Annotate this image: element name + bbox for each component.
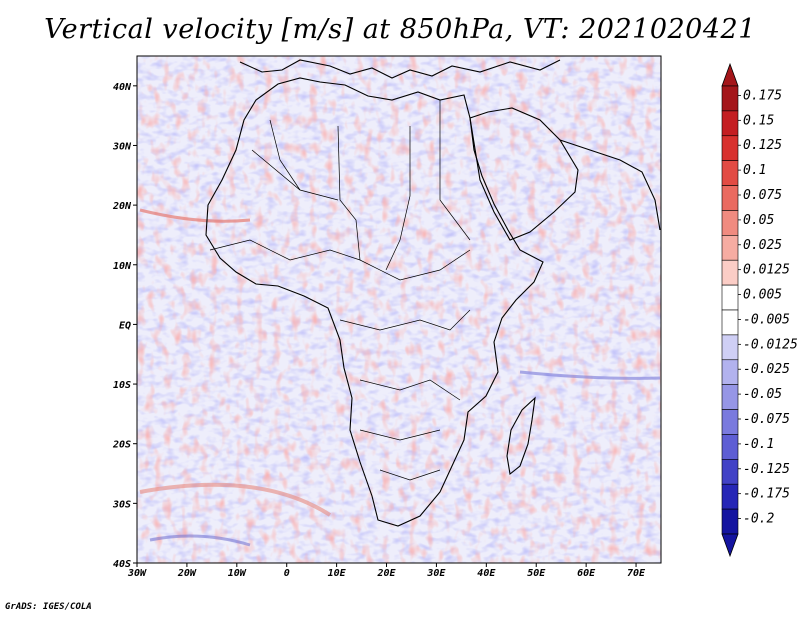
colorbar-label: 0.005 <box>743 288 782 303</box>
ascent-field <box>137 56 661 563</box>
grads-credit: GrADS: IGES/COLA <box>5 602 92 612</box>
x-tick-label: 30W <box>127 568 147 579</box>
africa-coastline <box>205 77 544 527</box>
colorbar-label: 0.05 <box>743 213 774 228</box>
colorbar-top-arrow <box>721 62 739 87</box>
colorbar-label: 0.0125 <box>743 263 790 278</box>
colorbar-swatch <box>721 384 739 410</box>
plot-area <box>137 56 661 563</box>
colorbar-swatch <box>721 284 739 311</box>
y-axis: 40N 30N 20N 10N EQ 10S 20S 30S 40S <box>112 82 137 570</box>
y-tick-label: 40S <box>113 559 131 570</box>
y-tick-label: 10S <box>113 380 131 391</box>
y-tick-label: 20N <box>112 201 132 212</box>
descent-band <box>149 534 251 547</box>
arabia-coastline <box>469 107 579 241</box>
colorbar-label: -0.1 <box>743 437 774 452</box>
colorbar-swatch <box>721 110 739 137</box>
colorbar-bottom-arrow <box>721 533 739 558</box>
colorbar-label: 0.175 <box>743 88 782 103</box>
ascent-band <box>139 482 332 517</box>
colorbar-label: 0.125 <box>743 138 782 153</box>
y-tick-label: 40N <box>113 82 132 93</box>
colorbar-swatch <box>721 459 739 485</box>
y-tick-label: 10N <box>113 261 132 272</box>
x-tick-label: 0 <box>284 568 290 579</box>
colorbar-swatch <box>721 309 739 336</box>
colorbar-swatch <box>721 185 739 211</box>
colorbar-swatch <box>721 359 739 385</box>
descent-band <box>519 370 661 380</box>
colorbar-swatch <box>721 483 739 510</box>
x-tick-label: 40E <box>477 568 496 579</box>
colorbar-swatch <box>721 409 739 435</box>
colorbar-label: -0.05 <box>743 387 782 402</box>
y-tick-label: 30S <box>112 499 131 510</box>
y-tick-label: 20S <box>112 440 131 451</box>
colorbar-label: 0.025 <box>743 238 782 253</box>
y-tick-label: EQ <box>119 320 131 331</box>
colorbar-swatch <box>721 210 739 236</box>
colorbar-swatch <box>721 160 739 186</box>
colorbar-label: -0.125 <box>743 462 790 477</box>
madagascar-coastline <box>506 396 536 476</box>
asia-coastline <box>559 139 661 231</box>
country-borders <box>209 100 471 481</box>
colorbar-swatch <box>721 135 739 161</box>
colorbar-label: -0.075 <box>743 412 790 427</box>
europe-coastline <box>239 59 561 79</box>
colorbar-swatch <box>721 334 739 361</box>
x-tick-label: 30E <box>426 568 446 579</box>
colorbar-swatch <box>721 259 739 286</box>
colorbar-swatch <box>721 235 739 261</box>
x-tick-label: 50E <box>527 568 546 579</box>
x-tick-label: 10E <box>328 568 347 579</box>
colorbar-label: 0.1 <box>743 163 766 178</box>
x-tick-label: 20W <box>177 568 197 579</box>
colorbar-label: -0.005 <box>743 312 790 327</box>
colorbar-swatch <box>721 434 739 460</box>
x-axis: 30W 20W 10W 0 10E 20E 30E 40E 50E 60E 70E <box>127 563 646 579</box>
colorbar-label: 0.075 <box>743 188 782 203</box>
colorbar-label: -0.0125 <box>743 337 798 352</box>
x-tick-label: 60E <box>577 568 596 579</box>
colorbar-label: -0.025 <box>743 362 790 377</box>
colorbar-label: -0.175 <box>743 487 790 502</box>
colorbar-swatch <box>721 508 739 535</box>
colorbar: 0.175 0.15 0.125 0.1 0.075 0.05 0.025 0.0125 0.0… <box>721 62 798 558</box>
colorbar-swatch <box>721 85 739 112</box>
y-tick-label: 30N <box>112 141 132 152</box>
x-tick-label: 20E <box>376 568 396 579</box>
x-tick-label: 70E <box>627 568 646 579</box>
map-title: Vertical velocity [m/s] at 850hPa, VT: 2… <box>44 14 756 45</box>
colorbar-label: 0.15 <box>743 113 774 128</box>
ascent-band <box>139 208 251 223</box>
plot-frame <box>136 55 662 564</box>
colorbar-label: -0.2 <box>743 512 774 527</box>
x-tick-label: 10W <box>228 568 247 579</box>
